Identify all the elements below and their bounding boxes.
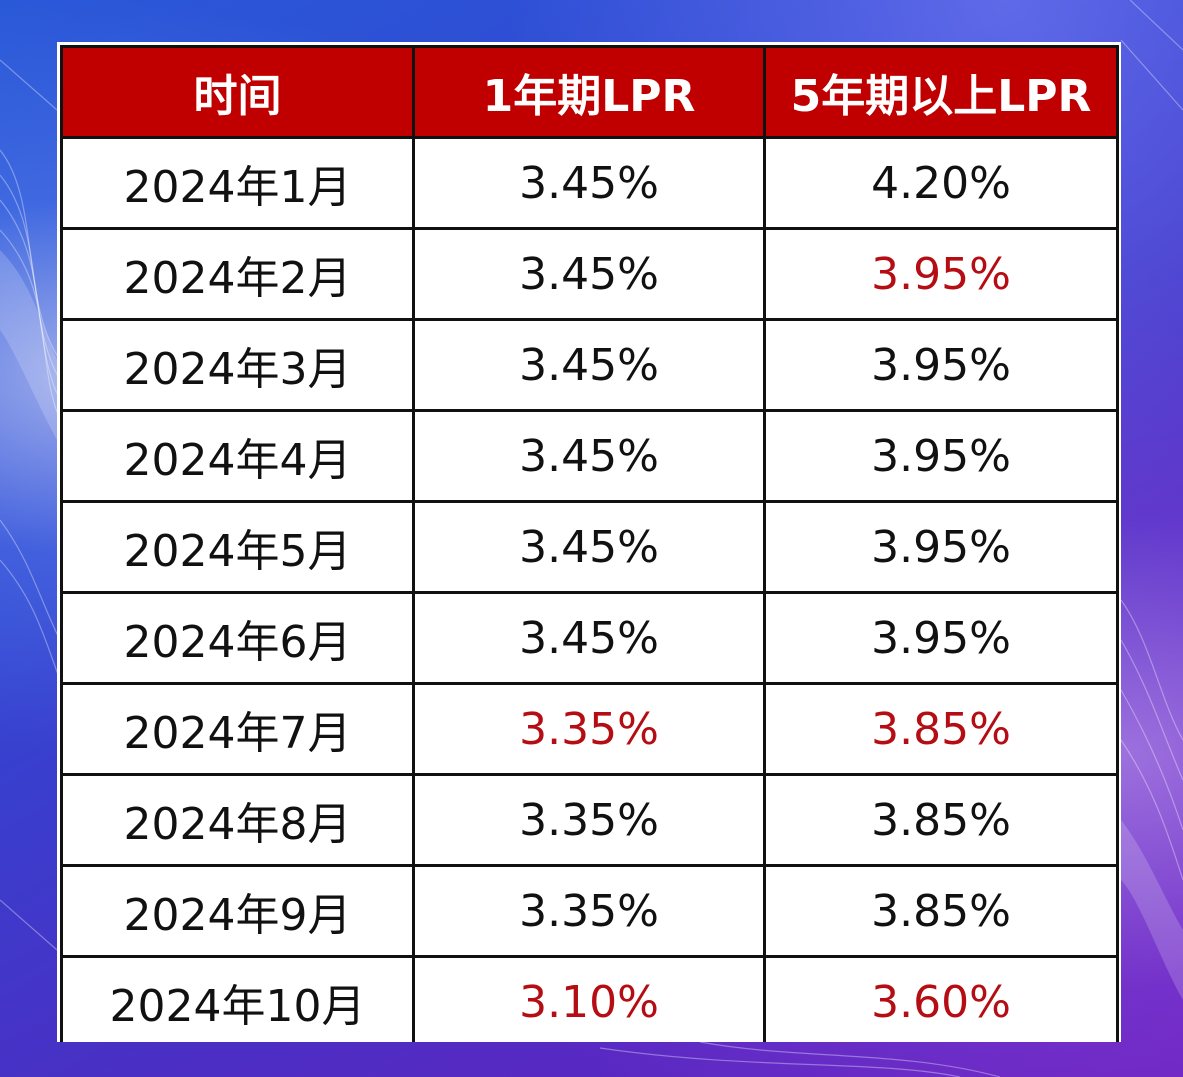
- cell-lpr-1y: 3.45%: [412, 409, 766, 503]
- cell-lpr-1y: 3.45%: [412, 500, 766, 594]
- cell-month: 2024年7月: [60, 682, 415, 776]
- table-row: 2024年4月 3.45% 3.95%: [60, 409, 1119, 503]
- table-row: 2024年1月 3.45% 4.20%: [60, 136, 1119, 230]
- lpr-table: 时间 1年期LPR 5年期以上LPR 2024年1月 3.45% 4.20% 2024…: [60, 45, 1119, 1042]
- cell-lpr-1y: 3.10%: [412, 955, 766, 1042]
- table-row: 2024年3月 3.45% 3.95%: [60, 318, 1119, 412]
- column-header-time: 时间: [60, 45, 415, 139]
- cell-lpr-1y: 3.45%: [412, 318, 766, 412]
- cell-month: 2024年2月: [60, 227, 415, 321]
- cell-month: 2024年4月: [60, 409, 415, 503]
- cell-month: 2024年3月: [60, 318, 415, 412]
- cell-month: 2024年8月: [60, 773, 415, 867]
- cell-lpr-5y: 3.95%: [763, 409, 1119, 503]
- cell-lpr-5y: 3.95%: [763, 591, 1119, 685]
- table-row: 2024年5月 3.45% 3.95%: [60, 500, 1119, 594]
- cell-lpr-5y: 3.95%: [763, 500, 1119, 594]
- table-row: 2024年10月 3.10% 3.60%: [60, 955, 1119, 1042]
- cell-lpr-1y: 3.35%: [412, 773, 766, 867]
- column-header-lpr-1y: 1年期LPR: [412, 45, 766, 139]
- table-row: 2024年2月 3.45% 3.95%: [60, 227, 1119, 321]
- cell-lpr-5y: 3.95%: [763, 318, 1119, 412]
- cell-month: 2024年5月: [60, 500, 415, 594]
- cell-lpr-5y: 3.85%: [763, 773, 1119, 867]
- table-row: 2024年7月 3.35% 3.85%: [60, 682, 1119, 776]
- table-row: 2024年8月 3.35% 3.85%: [60, 773, 1119, 867]
- cell-month: 2024年9月: [60, 864, 415, 958]
- table-row: 2024年6月 3.45% 3.95%: [60, 591, 1119, 685]
- cell-lpr-5y: 3.95%: [763, 227, 1119, 321]
- cell-lpr-1y: 3.45%: [412, 227, 766, 321]
- cell-lpr-5y: 4.20%: [763, 136, 1119, 230]
- cell-lpr-1y: 3.45%: [412, 591, 766, 685]
- lpr-table-container: 时间 1年期LPR 5年期以上LPR 2024年1月 3.45% 4.20% 2024…: [57, 42, 1121, 1042]
- cell-month: 2024年6月: [60, 591, 415, 685]
- table-row: 2024年9月 3.35% 3.85%: [60, 864, 1119, 958]
- cell-lpr-5y: 3.85%: [763, 682, 1119, 776]
- cell-lpr-1y: 3.45%: [412, 136, 766, 230]
- cell-month: 2024年1月: [60, 136, 415, 230]
- column-header-lpr-5y: 5年期以上LPR: [763, 45, 1119, 139]
- cell-lpr-1y: 3.35%: [412, 864, 766, 958]
- cell-lpr-1y: 3.35%: [412, 682, 766, 776]
- table-body: 2024年1月 3.45% 4.20% 2024年2月 3.45% 3.95% 2024年3…: [60, 136, 1119, 1042]
- cell-month: 2024年10月: [60, 955, 415, 1042]
- cell-lpr-5y: 3.60%: [763, 955, 1119, 1042]
- cell-lpr-5y: 3.85%: [763, 864, 1119, 958]
- table-header-row: 时间 1年期LPR 5年期以上LPR: [60, 45, 1119, 139]
